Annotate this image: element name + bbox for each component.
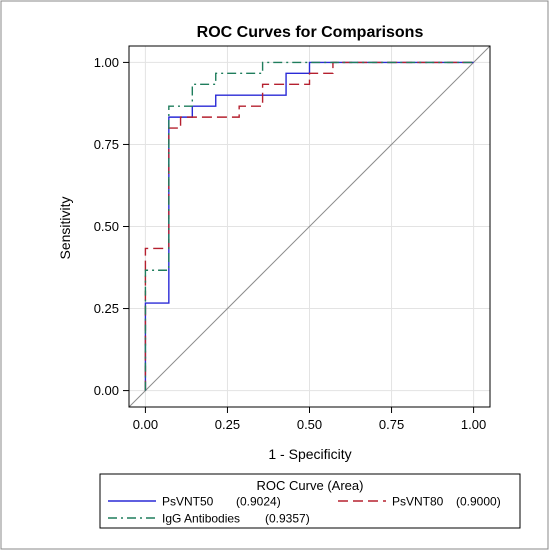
x-axis-label: 1 - Specificity bbox=[268, 446, 351, 462]
y-tick-label: 1.00 bbox=[94, 55, 119, 70]
legend: ROC Curve (Area) PsVNT50 (0.9024) PsVNT8… bbox=[99, 473, 521, 529]
legend-value-psvnt80: (0.9000) bbox=[456, 495, 501, 509]
reference-diagonal bbox=[128, 45, 491, 408]
y-tick-label: 0.25 bbox=[94, 301, 119, 316]
legend-label-igg-antibodies: IgG Antibodies bbox=[162, 512, 240, 526]
chart-title: ROC Curves for Comparisons bbox=[197, 24, 424, 41]
legend-value-psvnt50: (0.9024) bbox=[236, 495, 281, 509]
y-tick-label: 0.00 bbox=[94, 383, 119, 398]
y-axis-label: Sensitivity bbox=[57, 196, 73, 259]
series-layer bbox=[144, 61, 474, 391]
y-tick-label: 0.75 bbox=[94, 137, 119, 152]
x-tick-label: 1.00 bbox=[461, 417, 486, 432]
legend-label-psvnt50: PsVNT50 bbox=[162, 495, 214, 509]
axis-ticks: 0.00 0.25 0.50 0.75 1.00 0.00 0.25 0.50 0.75 1.00 bbox=[94, 55, 487, 432]
series-psvnt80-line bbox=[144, 61, 474, 391]
x-tick-label: 0.75 bbox=[379, 417, 404, 432]
legend-label-psvnt80: PsVNT80 bbox=[392, 495, 444, 509]
x-tick-label: 0.50 bbox=[297, 417, 322, 432]
legend-value-igg-antibodies: (0.9357) bbox=[265, 512, 310, 526]
legend-title: ROC Curve (Area) bbox=[257, 478, 364, 493]
x-tick-label: 0.25 bbox=[215, 417, 240, 432]
legend-box bbox=[99, 473, 521, 529]
y-tick-label: 0.50 bbox=[94, 219, 119, 234]
x-tick-label: 0.00 bbox=[133, 417, 158, 432]
series-igg-antibodies-line bbox=[144, 61, 474, 391]
